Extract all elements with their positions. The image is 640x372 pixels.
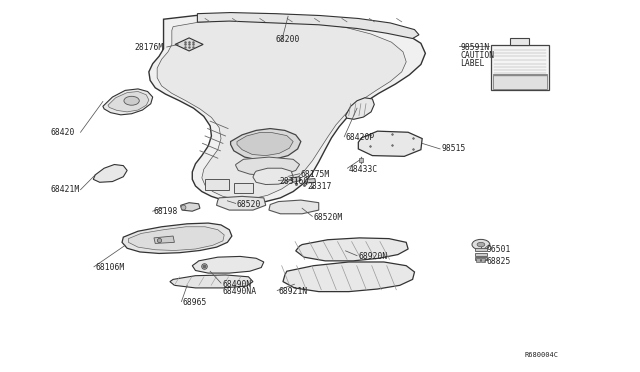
Polygon shape [192,256,264,273]
Text: 68420: 68420 [51,128,75,137]
Polygon shape [491,45,548,90]
Polygon shape [291,177,301,182]
Text: 68920N: 68920N [358,252,388,261]
Text: 68825: 68825 [486,257,511,266]
Polygon shape [474,257,487,260]
Text: CAUTION: CAUTION [461,51,495,60]
Polygon shape [236,157,300,176]
Polygon shape [154,236,174,243]
FancyBboxPatch shape [493,74,547,89]
Text: 68490N: 68490N [222,280,252,289]
Text: 98591N: 98591N [461,42,490,51]
Polygon shape [306,179,316,183]
Polygon shape [253,168,293,185]
Text: R680004C: R680004C [524,352,558,357]
Circle shape [124,96,140,105]
Polygon shape [103,89,153,115]
Polygon shape [170,275,253,288]
Polygon shape [358,131,422,156]
Text: 68965: 68965 [182,298,207,307]
Text: LABEL: LABEL [461,59,485,68]
Text: 68921N: 68921N [278,287,308,296]
Text: 28317: 28317 [307,182,332,190]
Polygon shape [93,164,127,182]
Polygon shape [122,223,232,253]
Polygon shape [346,98,374,119]
Circle shape [472,239,490,250]
Polygon shape [108,92,149,112]
Polygon shape [283,262,415,292]
Polygon shape [157,20,406,199]
Text: 68200: 68200 [275,35,300,44]
Polygon shape [474,253,487,256]
Polygon shape [197,13,419,38]
Polygon shape [474,248,487,251]
Text: 28176M: 28176M [134,42,164,51]
Polygon shape [175,38,203,51]
Polygon shape [237,133,293,155]
Polygon shape [230,129,301,160]
Text: 96501: 96501 [486,244,511,253]
Polygon shape [149,14,426,203]
Text: 68490NA: 68490NA [222,287,257,296]
Text: 68421M: 68421M [51,185,80,194]
Polygon shape [205,179,229,190]
Text: 28316Q: 28316Q [280,177,309,186]
Text: 68520: 68520 [237,200,261,209]
Text: 68420P: 68420P [346,133,375,142]
Text: 68520M: 68520M [314,213,343,222]
Text: 48433C: 48433C [349,165,378,174]
Text: 68175M: 68175M [301,170,330,179]
Text: 98515: 98515 [442,144,466,153]
Text: 68106M: 68106M [95,263,124,272]
Polygon shape [180,203,200,211]
Text: 68198: 68198 [154,208,179,217]
Polygon shape [269,200,319,214]
Polygon shape [234,183,253,193]
Polygon shape [296,238,408,261]
Circle shape [477,242,484,247]
Polygon shape [216,196,266,210]
Polygon shape [510,38,529,45]
Polygon shape [129,227,224,250]
